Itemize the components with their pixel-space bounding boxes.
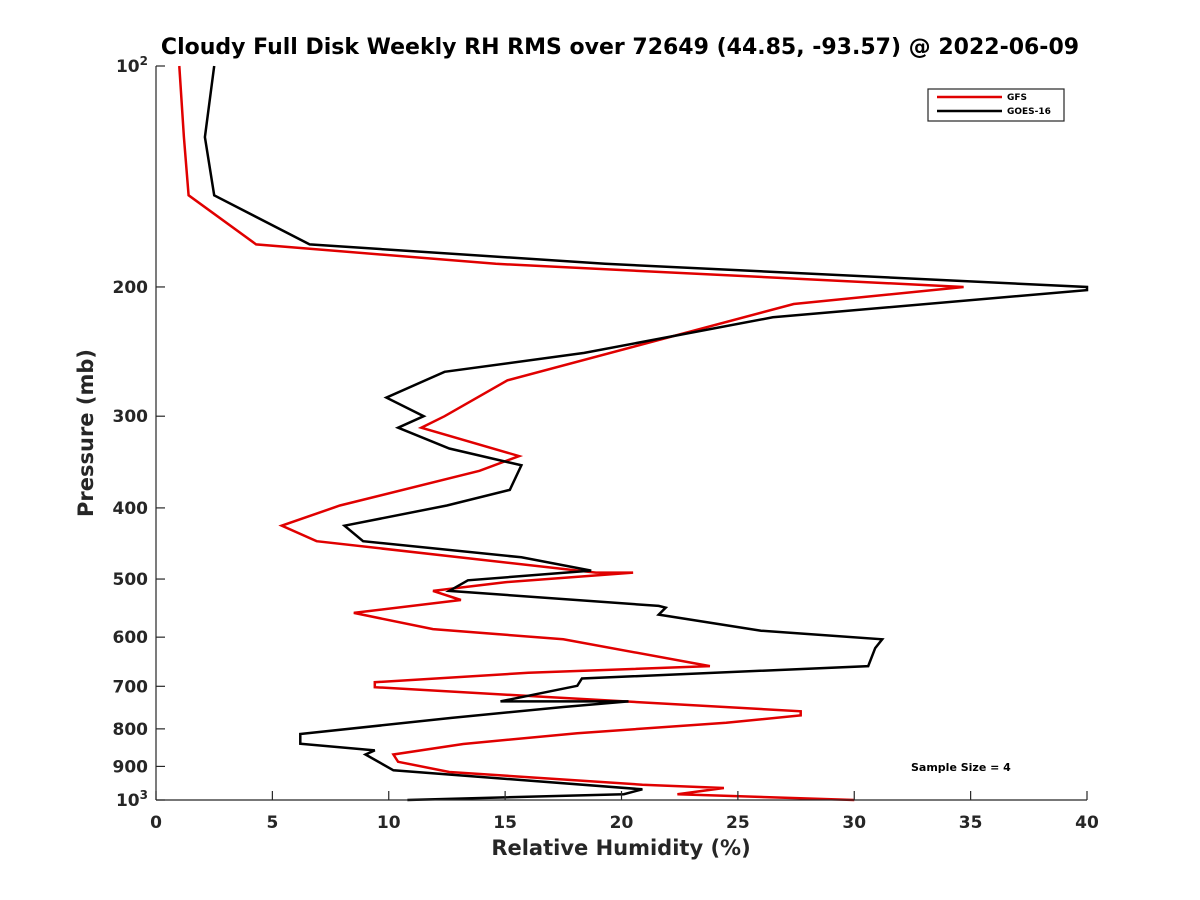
y-tick-label: 400 [113, 499, 149, 519]
x-tick-label: 10 [377, 813, 401, 833]
x-tick-label: 40 [1075, 813, 1099, 833]
series-line-gfs [178, 65, 964, 802]
x-tick-label: 0 [150, 813, 162, 833]
y-tick-label: 300 [113, 407, 149, 427]
y-axis-label: Pressure (mb) [74, 349, 98, 517]
y-ticks: 102 200 300 400 500 600 700 800 900 103 [113, 54, 165, 811]
x-ticks: 0 5 10 15 20 25 30 35 40 [150, 791, 1099, 833]
legend-label-gfs: GFS [1007, 93, 1027, 103]
x-axis-label: Relative Humidity (%) [491, 836, 750, 860]
y-tick-label: 103 [116, 788, 148, 811]
legend: GFS GOES-16 [927, 88, 1065, 122]
y-tick-label: 900 [113, 757, 149, 777]
series-line-goes16 [203, 65, 1089, 802]
legend-box [927, 88, 1065, 122]
plot-area [178, 65, 1089, 802]
y-tick-label: 800 [113, 720, 149, 740]
x-tick-label: 5 [266, 813, 278, 833]
sample-size-annotation: Sample Size = 4 [911, 761, 1011, 774]
y-tick-label: 700 [113, 677, 149, 697]
legend-label-goes16: GOES-16 [1007, 107, 1051, 117]
y-tick-label: 600 [113, 628, 149, 648]
y-tick-label: 102 [116, 54, 148, 77]
x-tick-label: 35 [959, 813, 983, 833]
chart-title: Cloudy Full Disk Weekly RH RMS over 7264… [161, 35, 1079, 60]
x-tick-label: 15 [493, 813, 517, 833]
y-tick-label: 200 [113, 278, 149, 298]
x-tick-label: 20 [610, 813, 634, 833]
y-tick-label: 500 [113, 570, 149, 590]
x-tick-label: 30 [842, 813, 866, 833]
x-tick-label: 25 [726, 813, 750, 833]
